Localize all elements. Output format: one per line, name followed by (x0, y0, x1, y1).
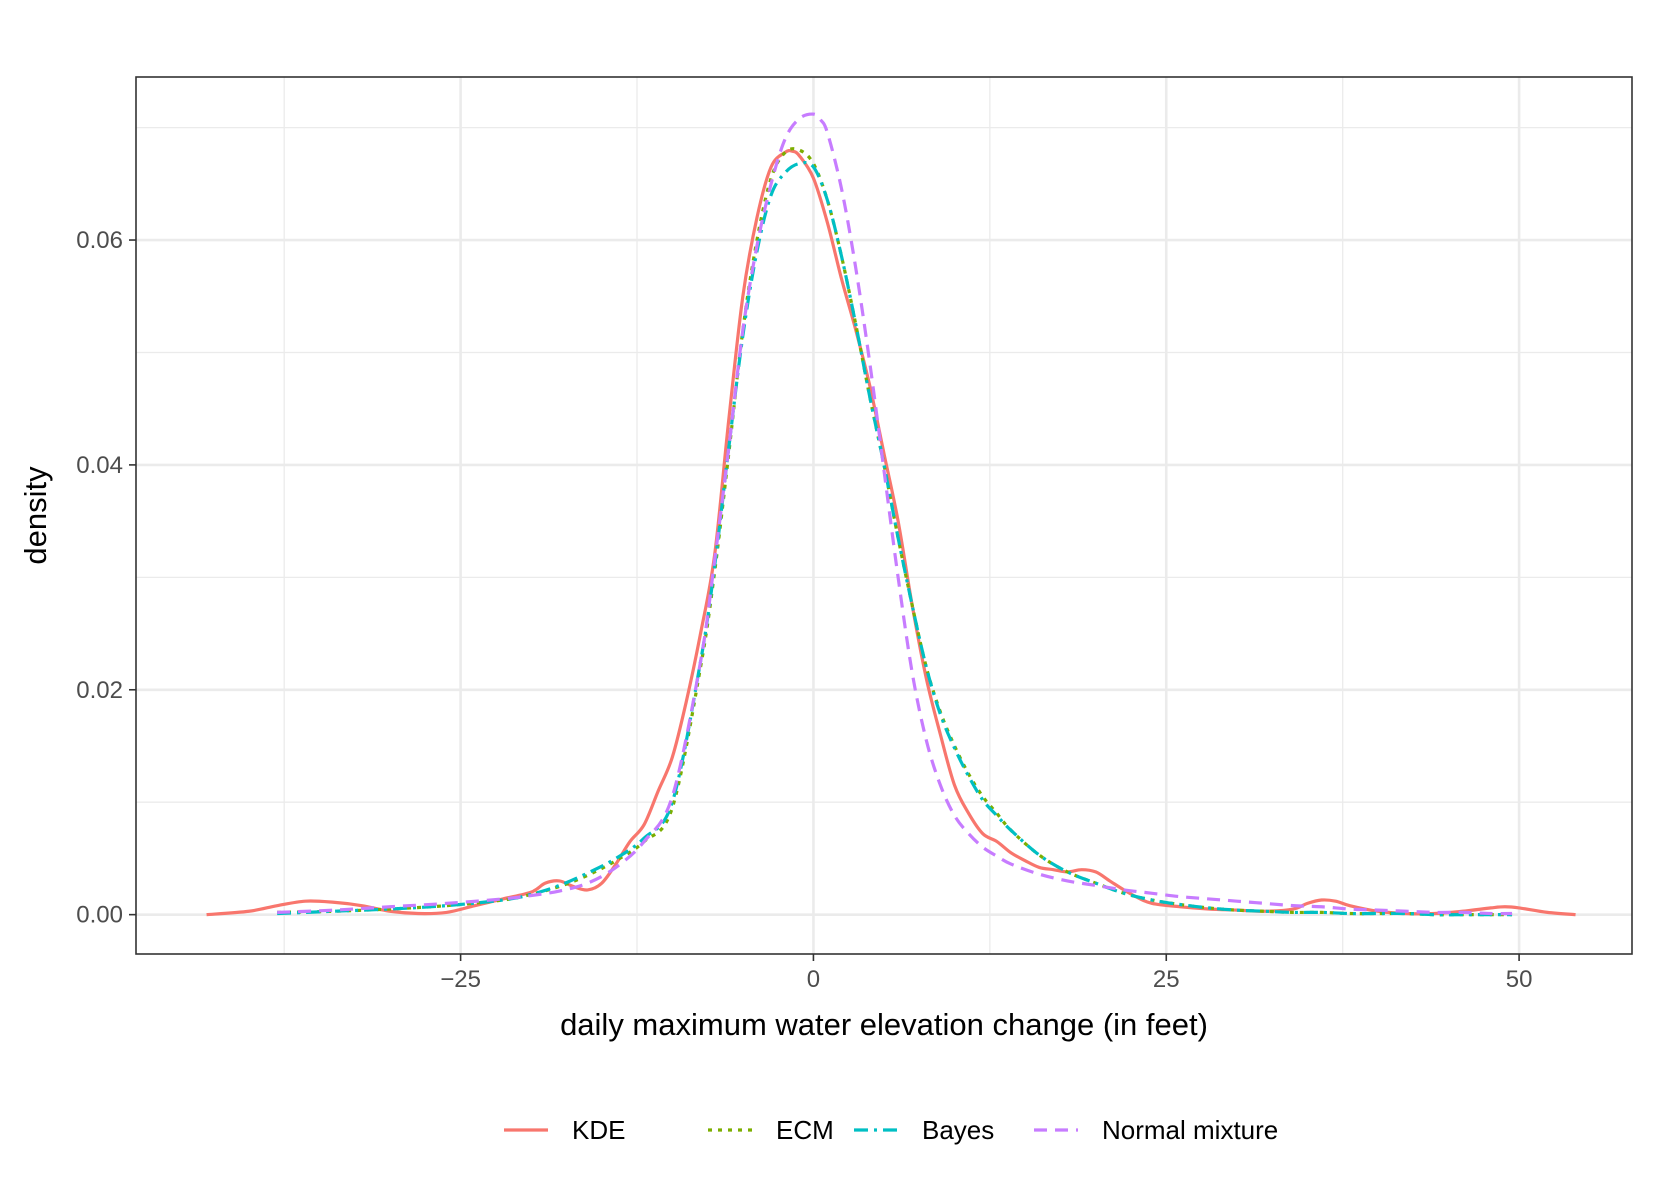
series-line-normal-mixture (277, 112, 1513, 916)
panel-border (135, 76, 1633, 955)
x-tick-label: 25 (1153, 966, 1180, 993)
y-tick-label: 0.02 (76, 677, 123, 704)
series-line-bayes (277, 160, 1513, 917)
legend-label-kde: KDE (572, 1115, 625, 1145)
y-axis-title: density (18, 466, 53, 565)
legend: KDE ECM Bayes Normal mixture (504, 1115, 1278, 1145)
x-axis-title: daily maximum water elevation change (in… (560, 1007, 1208, 1042)
x-axis: −25 0 25 50 (440, 954, 1532, 993)
major-gridlines (136, 77, 1632, 954)
series-lines (206, 112, 1576, 917)
x-tick-label: 0 (807, 966, 820, 993)
y-tick-label: 0.00 (76, 902, 123, 929)
x-tick-label: −25 (440, 966, 481, 993)
legend-label-bayes: Bayes (922, 1115, 994, 1145)
y-tick-label: 0.06 (76, 227, 123, 254)
legend-label-normal-mixture: Normal mixture (1102, 1115, 1278, 1145)
x-tick-label: 50 (1506, 966, 1533, 993)
minor-gridlines (136, 77, 1632, 954)
y-tick-label: 0.04 (76, 452, 123, 479)
y-axis: 0.00 0.02 0.04 0.06 (76, 227, 136, 929)
legend-label-ecm: ECM (776, 1115, 834, 1145)
